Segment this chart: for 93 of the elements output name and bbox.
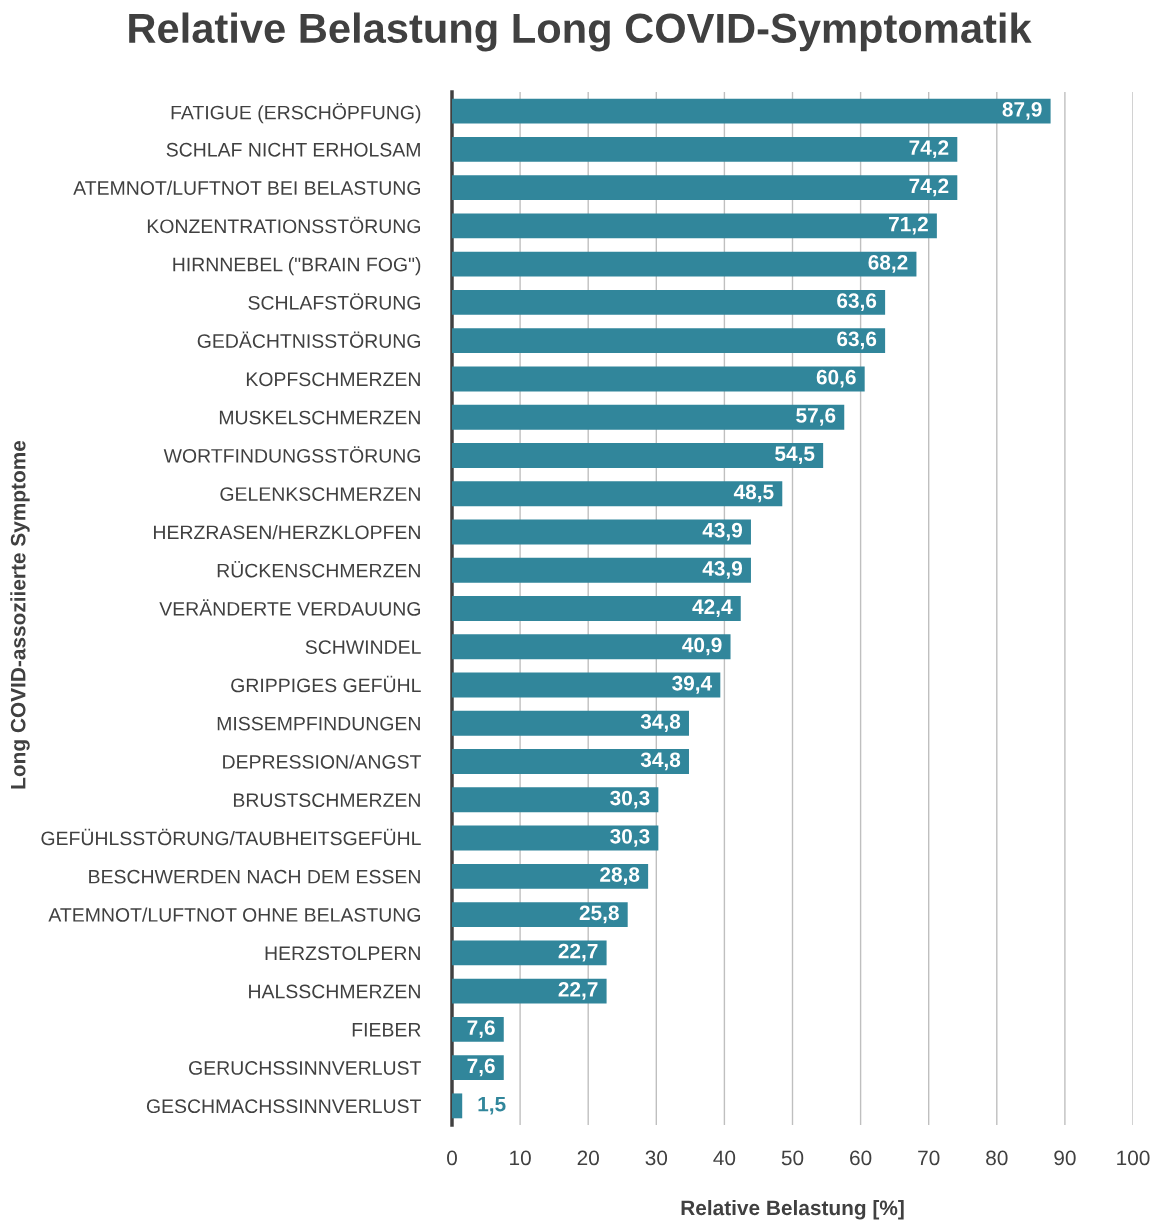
data-label: 22,7: [558, 981, 598, 1000]
data-label: 42,4: [692, 599, 733, 618]
x-tick-label: 90: [1054, 1150, 1076, 1166]
y-tick-label: WORTFINDUNGSSTÖRUNG: [163, 446, 420, 463]
y-tick-label: ATEMNOT/LUFTNOT OHNE BELASTUNG: [48, 907, 420, 922]
y-tick-label: BESCHWERDEN NACH DEM ESSEN: [89, 869, 420, 884]
y-tick-label: BRUSTSCHMERZEN: [233, 793, 420, 808]
y-tick-label: SCHLAF NICHT ERHOLSAM: [166, 142, 420, 157]
y-tick-label: KONZENTRATIONSSTÖRUNG: [147, 216, 420, 234]
bar: [452, 596, 741, 621]
data-label: 7,6: [467, 1058, 495, 1077]
x-tick-label: 60: [850, 1150, 872, 1166]
data-label: 54,5: [775, 446, 815, 465]
bar: [452, 213, 937, 239]
bar: [452, 251, 917, 277]
bar: [452, 978, 607, 1004]
data-label: 30,3: [610, 790, 650, 809]
y-tick-label: HERZRASEN/HERZKLOPFEN: [154, 524, 420, 540]
bar: [452, 175, 958, 201]
data-label: 74,2: [909, 178, 949, 197]
x-axis-title: Relative Belastung [%]: [681, 1199, 904, 1220]
x-tick-label: 30: [645, 1150, 668, 1166]
bar: [452, 1093, 463, 1119]
y-tick-label: MISSEMPFINDUNGEN: [217, 716, 420, 731]
data-label: 60,6: [816, 369, 856, 388]
y-tick-label: GERUCHSSINNVERLUST: [189, 1061, 421, 1075]
y-tick-label: FIEBER: [352, 1023, 421, 1037]
bar: [452, 519, 751, 545]
y-tick-label: GEDÄCHTNISSTÖRUNG: [197, 331, 420, 348]
y-axis-title: Long COVID-assoziierte Symptome: [10, 440, 30, 789]
y-tick-label: SCHLAFSTÖRUNG: [248, 293, 420, 310]
bar: [452, 863, 649, 889]
data-label: 39,4: [672, 675, 713, 694]
data-label: 43,9: [702, 561, 743, 579]
bar: [452, 443, 824, 468]
bar: [452, 557, 751, 583]
y-tick-label: VERÄNDERTE VERDAUUNG: [159, 599, 420, 616]
y-tick-label: GESCHMACHSSINNVERLUST: [146, 1099, 421, 1114]
bar: [452, 634, 731, 660]
data-label: 34,8: [640, 714, 681, 732]
y-tick-label: FATIGUE (ERSCHÖPFUNG): [171, 102, 421, 124]
bar: [452, 366, 865, 392]
bar: [452, 710, 689, 736]
data-label: 87,9: [1002, 101, 1042, 120]
data-label: 63,6: [837, 331, 877, 350]
bar: [452, 749, 689, 774]
data-label: 25,8: [579, 905, 619, 924]
bar: [452, 787, 659, 813]
data-label: 28,8: [600, 867, 640, 885]
chart-title: Relative Belastung Long COVID-Symptomatik: [129, 12, 1032, 52]
bar: [452, 902, 628, 928]
bar: [452, 98, 1051, 124]
data-label: 68,2: [868, 255, 908, 273]
data-label: 34,8: [640, 752, 681, 771]
y-tick-label: MUSKELSCHMERZEN: [219, 410, 420, 425]
bar: [452, 825, 659, 851]
data-label: 63,6: [837, 293, 877, 312]
y-tick-label: HERZSTOLPERN: [265, 946, 420, 961]
x-tick-label: 70: [918, 1150, 940, 1166]
bar: [452, 328, 886, 354]
x-tick-label: 50: [781, 1150, 804, 1166]
y-tick-label: GEFÜHLSSTÖRUNG/TAUBHEITSGEFÜHL: [41, 828, 421, 846]
x-tick-label: 20: [577, 1150, 599, 1166]
data-label: 57,6: [796, 408, 836, 426]
y-tick-label: HALSSCHMERZEN: [249, 984, 420, 999]
y-tick-label: RÜCKENSCHMERZEN: [217, 561, 420, 578]
y-tick-label: ATEMNOT/LUFTNOT BEI BELASTUNG: [73, 180, 420, 195]
data-label: 22,7: [558, 943, 598, 962]
x-tick-label: 0: [447, 1150, 457, 1166]
data-label: 40,9: [682, 637, 722, 656]
data-label: 7,6: [467, 1020, 495, 1038]
y-tick-label: HIRNNEBEL ("BRAIN FOG"): [173, 257, 421, 276]
y-tick-label: DEPRESSION/ANGST: [223, 754, 421, 769]
bar: [452, 136, 958, 162]
x-tick-label: 10: [510, 1150, 531, 1166]
data-label: 30,3: [610, 828, 650, 847]
data-label: 1,5: [478, 1096, 506, 1115]
bar: [452, 481, 783, 507]
x-tick-label: 80: [986, 1150, 1008, 1166]
y-tick-label: GELENKSCHMERZEN: [220, 487, 420, 501]
y-tick-label: KOPFSCHMERZEN: [246, 372, 420, 387]
bar: [452, 672, 721, 698]
data-label: 71,2: [889, 216, 928, 235]
y-tick-label: GRIPPIGES GEFÜHL: [231, 675, 421, 693]
bar: [452, 404, 845, 430]
bar: [452, 940, 607, 966]
data-label: 43,9: [702, 522, 743, 541]
y-tick-label: SCHWINDEL: [305, 640, 421, 654]
x-tick-label: 40: [713, 1150, 736, 1166]
x-tick-label: 100: [1117, 1150, 1150, 1166]
data-label: 74,2: [909, 140, 949, 158]
data-label: 48,5: [733, 484, 774, 503]
bar: [452, 289, 886, 315]
